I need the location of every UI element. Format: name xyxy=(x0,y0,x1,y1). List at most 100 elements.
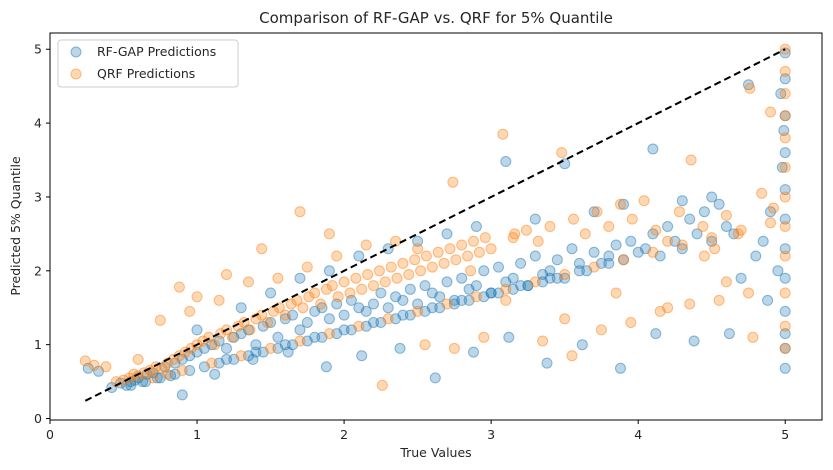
data-point xyxy=(497,128,509,140)
data-point xyxy=(529,250,541,262)
data-point xyxy=(478,265,490,277)
data-point xyxy=(507,232,519,244)
data-point xyxy=(709,243,721,255)
data-point xyxy=(650,224,662,236)
data-point xyxy=(441,228,453,240)
data-point xyxy=(500,294,512,306)
data-point xyxy=(191,291,203,303)
data-point xyxy=(382,313,394,325)
data-point xyxy=(456,272,468,284)
data-point xyxy=(779,213,791,225)
data-point xyxy=(368,298,379,310)
data-point xyxy=(350,272,362,284)
data-point xyxy=(397,294,409,306)
data-point xyxy=(768,202,779,214)
data-point xyxy=(779,191,791,203)
x-axis-label: True Values xyxy=(399,445,471,460)
legend-marker-qrf xyxy=(70,68,82,80)
data-point xyxy=(762,294,774,306)
data-point xyxy=(478,291,490,303)
y-tick-label: 2 xyxy=(34,263,42,278)
y-tick-label: 4 xyxy=(34,116,42,131)
data-point xyxy=(775,88,787,100)
data-point xyxy=(419,280,431,292)
data-point xyxy=(720,221,732,232)
data-point xyxy=(676,243,688,255)
data-point xyxy=(588,206,600,218)
data-point xyxy=(757,235,769,247)
data-point xyxy=(618,254,629,266)
data-point xyxy=(309,287,321,299)
data-point xyxy=(282,346,294,358)
data-point xyxy=(456,239,468,251)
data-point xyxy=(294,272,306,284)
data-point xyxy=(532,235,544,247)
data-point xyxy=(529,276,541,288)
data-point xyxy=(297,302,309,314)
data-point xyxy=(294,335,306,347)
data-point xyxy=(294,324,306,336)
data-point xyxy=(779,47,791,59)
data-point xyxy=(756,187,768,199)
data-point xyxy=(448,342,460,354)
data-point xyxy=(176,365,188,376)
data-point xyxy=(391,272,403,284)
data-point xyxy=(379,276,391,288)
data-point xyxy=(106,382,118,393)
y-axis-label: Predicted 5% Quantile xyxy=(8,156,23,296)
data-point xyxy=(685,154,697,166)
legend-label-qrf: QRF Predictions xyxy=(97,66,195,81)
data-point xyxy=(397,257,409,269)
data-point xyxy=(559,269,571,280)
axes-frame xyxy=(49,32,823,421)
data-point xyxy=(360,239,372,251)
data-point xyxy=(353,320,365,332)
data-point xyxy=(698,206,710,218)
data-point xyxy=(356,350,368,362)
data-point xyxy=(221,342,232,354)
data-point xyxy=(610,287,622,299)
data-point xyxy=(303,291,315,303)
data-point xyxy=(493,261,504,273)
data-point xyxy=(412,235,424,247)
data-point xyxy=(301,317,313,328)
data-point xyxy=(662,235,674,247)
data-point xyxy=(353,250,365,262)
data-point xyxy=(779,184,791,196)
data-point xyxy=(250,339,262,351)
data-point xyxy=(520,224,532,236)
data-point xyxy=(265,342,277,354)
data-point xyxy=(360,305,372,317)
data-point xyxy=(382,302,394,314)
data-point xyxy=(323,328,335,340)
data-point xyxy=(779,221,791,232)
data-point xyxy=(588,246,600,258)
data-point xyxy=(479,232,491,244)
data-point xyxy=(485,243,497,255)
data-point xyxy=(323,265,335,277)
data-point xyxy=(315,298,327,310)
data-point xyxy=(470,291,482,303)
x-tick-label: 0 xyxy=(46,427,54,442)
x-tick-label: 1 xyxy=(193,427,201,442)
data-point xyxy=(610,239,622,251)
data-point xyxy=(559,313,571,325)
data-point xyxy=(213,294,225,306)
data-point xyxy=(625,235,637,247)
y-tick-label: 3 xyxy=(34,189,42,204)
data-point xyxy=(603,250,615,262)
data-point xyxy=(765,217,776,229)
data-point xyxy=(541,357,553,369)
data-point xyxy=(285,298,297,310)
data-point xyxy=(438,257,450,269)
data-point xyxy=(247,353,259,365)
data-point xyxy=(320,283,332,295)
data-point xyxy=(235,350,247,362)
data-point xyxy=(626,213,638,225)
reference-line xyxy=(84,48,786,402)
data-point xyxy=(154,314,166,326)
data-point xyxy=(462,250,474,262)
data-point xyxy=(326,280,338,292)
data-point xyxy=(362,269,374,280)
data-point xyxy=(265,287,277,299)
